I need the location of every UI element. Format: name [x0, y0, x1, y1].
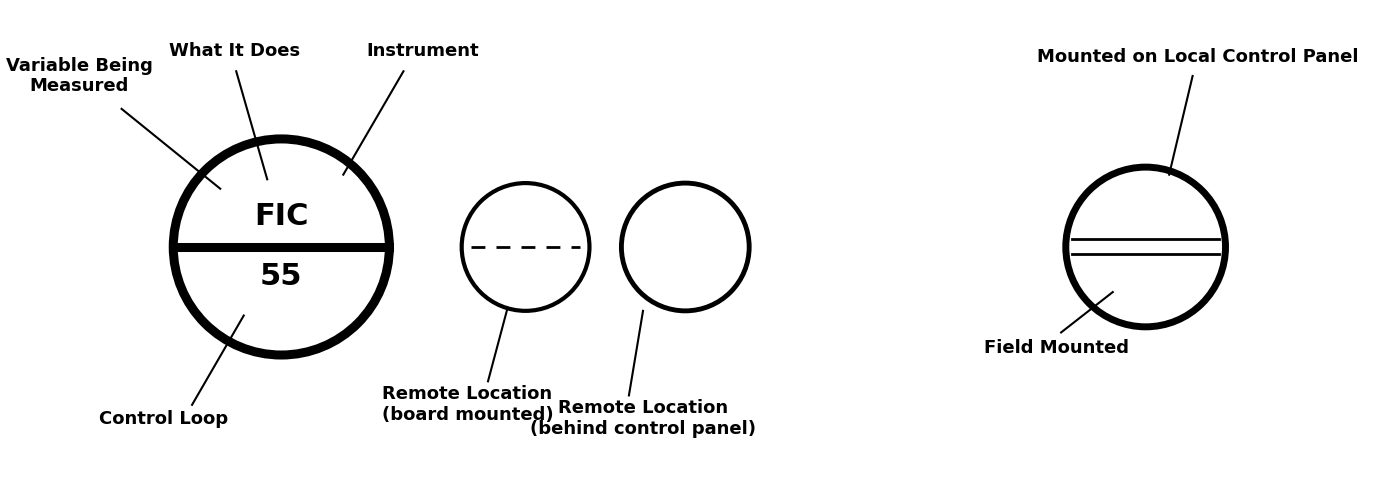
Text: Remote Location
(behind control panel): Remote Location (behind control panel) [530, 399, 756, 438]
Text: Mounted on Local Control Panel: Mounted on Local Control Panel [1037, 48, 1358, 66]
Text: What It Does: What It Does [169, 41, 300, 60]
Text: Instrument: Instrument [366, 41, 479, 60]
Text: Remote Location
(board mounted): Remote Location (board mounted) [381, 386, 554, 424]
Text: Field Mounted: Field Mounted [985, 340, 1129, 357]
Text: Control Loop: Control Loop [99, 410, 229, 428]
Text: FIC: FIC [255, 203, 308, 231]
Text: 55: 55 [260, 262, 303, 290]
Text: Variable Being
Measured: Variable Being Measured [6, 57, 153, 95]
